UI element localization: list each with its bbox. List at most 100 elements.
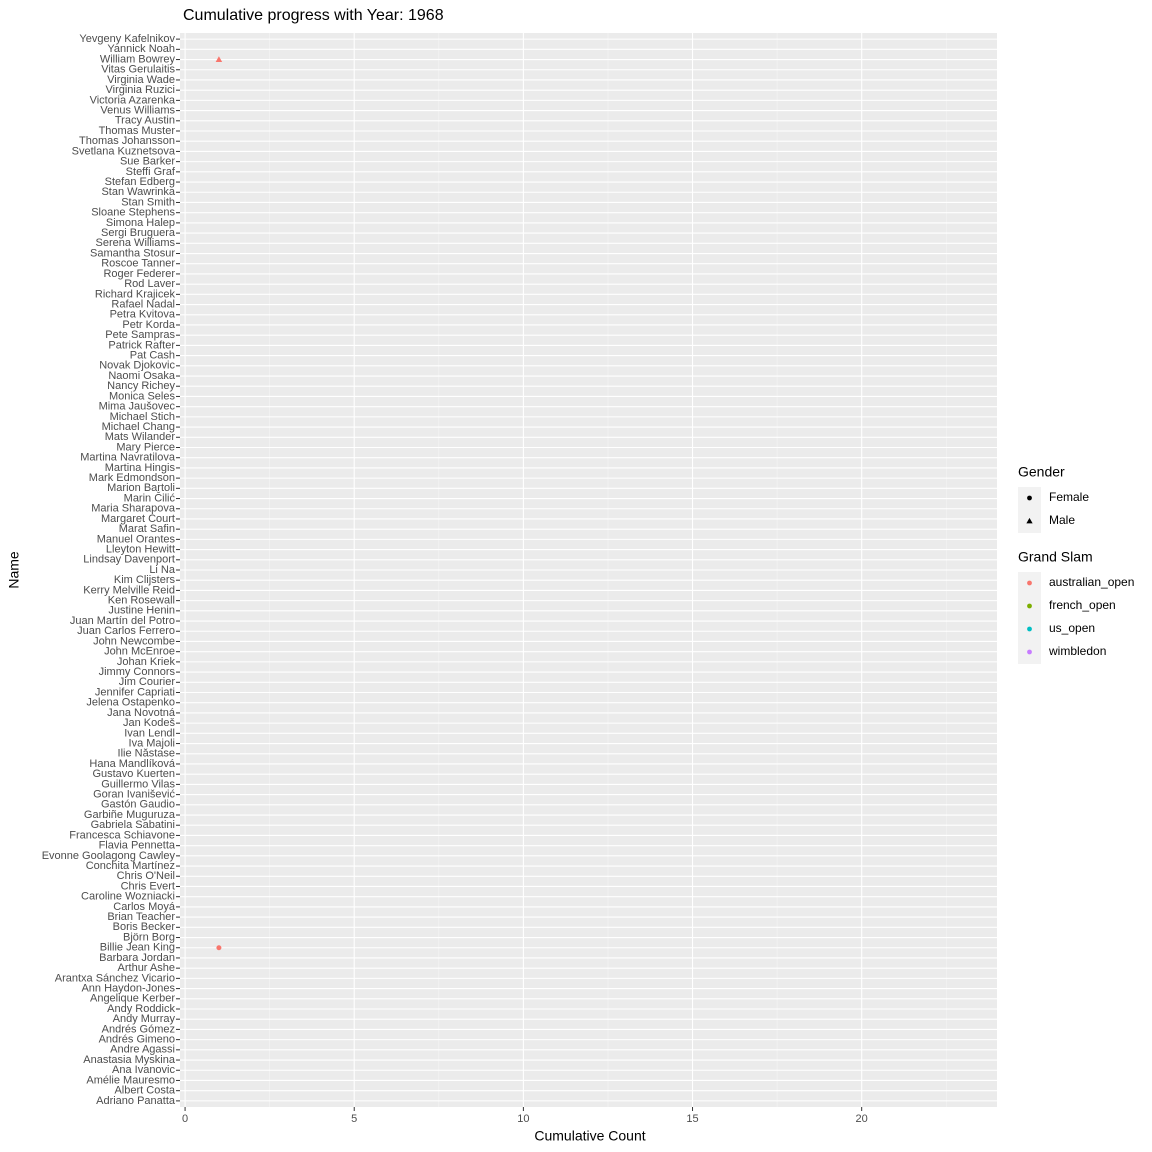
y-tick-label: John McEnroe (104, 646, 175, 658)
y-tick-label: Chris Evert (121, 880, 175, 892)
y-tick-label: Juan Martín del Potro (70, 615, 175, 627)
y-tick-label: Michael Chang (102, 421, 175, 433)
y-tick-label: Tracy Austin (115, 115, 175, 127)
y-tick-label: Lleyton Hewitt (106, 543, 175, 555)
y-tick-label: Serena Williams (96, 237, 176, 249)
y-tick-label: Stan Smith (121, 196, 175, 208)
y-tick-label: Simona Halep (106, 217, 175, 229)
y-tick-label: Li Na (149, 564, 176, 576)
y-tick-label: Albert Costa (114, 1085, 175, 1097)
y-tick-label: Mary Pierce (116, 441, 175, 453)
y-tick-label: Jelena Ostapenko (86, 697, 175, 709)
y-tick-label: Evonne Goolagong Cawley (42, 850, 176, 862)
y-tick-label: Arthur Ashe (118, 962, 175, 974)
y-tick-label: Petra Kvitova (110, 309, 176, 321)
y-axis-title: Name (6, 551, 22, 589)
y-tick-label: Rod Laver (124, 278, 175, 290)
x-tick-label: 20 (856, 1113, 868, 1125)
y-tick-label: Billie Jean King (100, 942, 175, 954)
y-tick-label: Victoria Azarenka (90, 94, 176, 106)
y-tick-label: Andy Murray (113, 1013, 176, 1025)
y-tick-label: Jana Novotná (107, 707, 176, 719)
y-tick-label: Thomas Johansson (79, 135, 175, 147)
y-tick-label: Ilie Năstase (118, 748, 175, 760)
y-tick-label: Guillermo Vilas (101, 778, 175, 790)
legend-marker (1027, 603, 1032, 609)
y-tick-label: Novak Djokovic (99, 360, 175, 372)
y-tick-label: Gustavo Kuerten (92, 768, 175, 780)
y-tick-label: Björn Borg (123, 931, 175, 943)
y-tick-label: Vitas Gerulaitis (101, 64, 175, 76)
y-tick-label: Martina Navratilova (80, 452, 176, 464)
y-tick-label: Virginia Ruzici (106, 84, 176, 96)
y-tick-label: Jim Courier (119, 676, 176, 688)
y-tick-label: Margaret Court (101, 513, 175, 525)
y-tick-label: Sergi Bruguera (101, 227, 176, 239)
y-tick-label: Gabriela Sabatini (91, 819, 175, 831)
y-tick-label: Petr Korda (122, 319, 175, 331)
y-tick-label: Venus Williams (100, 104, 175, 116)
y-tick-label: Justine Henin (108, 605, 175, 617)
y-tick-label: Barbara Jordan (99, 952, 175, 964)
y-tick-label: Lindsay Davenport (83, 554, 175, 566)
y-tick-label: Andrés Gimeno (99, 1034, 175, 1046)
legend-label: Male (1049, 513, 1075, 527)
y-tick-label: Svetlana Kuznetsova (72, 145, 176, 157)
y-tick-label: Marat Safin (119, 523, 175, 535)
y-tick-label: Ivan Lendl (124, 727, 175, 739)
y-tick-label: Iva Majoli (129, 737, 175, 749)
y-tick-label: Sue Barker (120, 156, 175, 168)
y-tick-label: Boris Becker (113, 921, 176, 933)
y-tick-label: John Newcombe (93, 635, 175, 647)
y-tick-label: Manuel Orantes (97, 533, 176, 545)
legend-marker (1027, 580, 1032, 586)
y-tick-label: Adriano Panatta (96, 1095, 176, 1107)
y-tick-label: Patrick Rafter (108, 339, 175, 351)
y-tick-label: Maria Sharapova (91, 503, 176, 515)
x-tick-label: 0 (182, 1113, 188, 1125)
y-tick-label: Ann Haydon-Jones (81, 982, 175, 994)
y-tick-label: Samantha Stosur (90, 247, 175, 259)
point (215, 56, 223, 62)
y-tick-label: Marion Bartoli (107, 482, 175, 494)
y-tick-label: Jimmy Connors (99, 666, 176, 678)
y-tick-label: Pat Cash (130, 350, 175, 362)
y-tick-label: Kerry Melville Reid (83, 584, 175, 596)
y-tick-label: Michael Stich (110, 411, 175, 423)
legend-title: Grand Slam (1018, 549, 1093, 565)
y-tick-label: Johan Kriek (117, 656, 176, 668)
y-tick-label: Ana Ivanovic (112, 1064, 175, 1076)
y-tick-label: Sloane Stephens (91, 207, 175, 219)
point (216, 945, 222, 951)
legend-label: australian_open (1049, 575, 1134, 589)
legend-title: Gender (1018, 464, 1065, 480)
y-tick-label: Goran Ivanišević (93, 789, 175, 801)
legend-marker (1027, 495, 1032, 501)
y-tick-label: Jan Kodeš (123, 717, 175, 729)
y-tick-label: Steffi Graf (126, 166, 176, 178)
y-tick-label: Francesca Schiavone (69, 829, 175, 841)
y-tick-label: Richard Krajicek (95, 288, 176, 300)
y-tick-label: Stefan Edberg (105, 176, 175, 188)
y-tick-label: Anastasia Myskina (83, 1054, 176, 1066)
y-tick-label: Conchita Martínez (86, 860, 175, 872)
y-tick-label: Thomas Muster (99, 125, 176, 137)
legend-label: Female (1049, 490, 1089, 504)
y-tick-label: Virginia Wade (107, 74, 175, 86)
y-tick-label: Nancy Richey (107, 380, 175, 392)
legend-marker (1027, 626, 1032, 632)
legend-label: wimbledon (1048, 644, 1106, 658)
y-tick-label: Mima Jaušovec (99, 401, 176, 413)
y-tick-label: Rafael Nadal (111, 298, 175, 310)
y-tick-label: Martina Hingis (105, 462, 176, 474)
legend-marker (1027, 649, 1032, 655)
y-tick-label: Flavia Pennetta (99, 840, 176, 852)
y-tick-label: Caroline Wozniacki (81, 891, 175, 903)
y-tick-label: Marin Čilić (124, 491, 176, 504)
chart-title: Cumulative progress with Year: 1968 (183, 7, 444, 24)
y-tick-label: Roscoe Tanner (101, 258, 175, 270)
y-tick-label: Andy Roddick (107, 1003, 175, 1015)
y-tick-label: Pete Sampras (105, 329, 175, 341)
y-tick-label: Jennifer Capriati (95, 686, 175, 698)
